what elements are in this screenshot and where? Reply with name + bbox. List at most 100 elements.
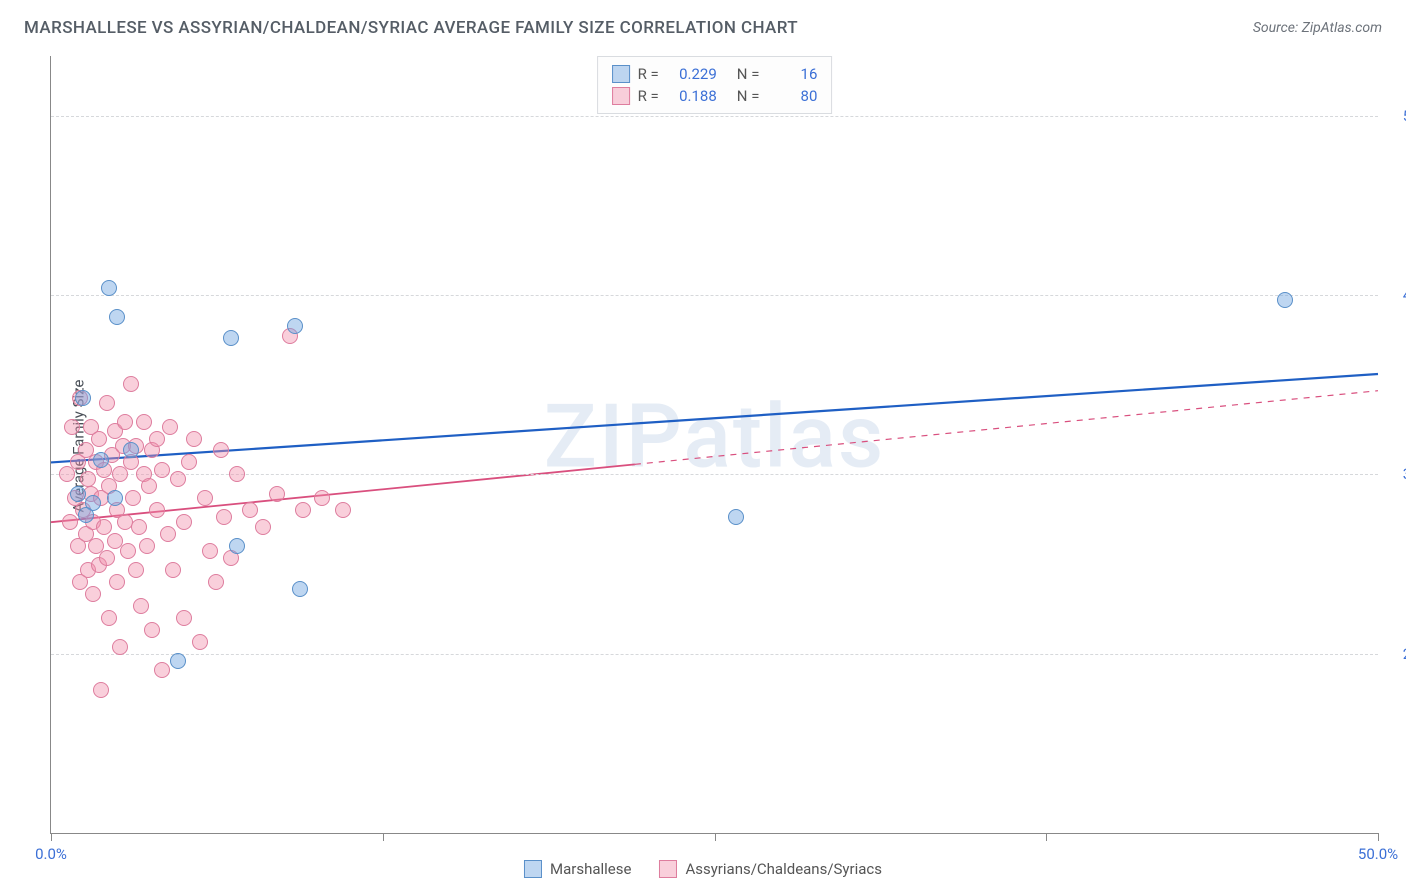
regression-lines-layer xyxy=(51,56,1378,833)
legend-item-blue: Marshallese xyxy=(524,860,631,878)
scatter-point-pink xyxy=(192,634,208,650)
scatter-point-pink xyxy=(176,514,192,530)
scatter-point-pink xyxy=(112,639,128,655)
scatter-point-pink xyxy=(269,486,285,502)
gridline-h xyxy=(51,116,1378,117)
scatter-point-blue xyxy=(93,452,109,468)
swatch-blue xyxy=(612,65,630,83)
scatter-point-blue xyxy=(170,653,186,669)
scatter-point-pink xyxy=(123,376,139,392)
scatter-point-pink xyxy=(62,514,78,530)
scatter-point-pink xyxy=(136,414,152,430)
y-tick-label: 3.50 xyxy=(1384,465,1406,483)
x-tick-label: 0.0% xyxy=(35,845,67,863)
scatter-point-pink xyxy=(96,519,112,535)
regression-line-pink-extrapolated xyxy=(635,391,1378,465)
scatter-point-blue xyxy=(287,318,303,334)
scatter-point-pink xyxy=(197,490,213,506)
scatter-point-pink xyxy=(202,543,218,559)
scatter-point-pink xyxy=(91,431,107,447)
x-tick xyxy=(383,833,384,841)
x-tick xyxy=(715,833,716,841)
gridline-h xyxy=(51,474,1378,475)
scatter-point-pink xyxy=(101,610,117,626)
scatter-point-blue xyxy=(107,490,123,506)
scatter-point-pink xyxy=(314,490,330,506)
scatter-point-pink xyxy=(255,519,271,535)
scatter-point-pink xyxy=(99,395,115,411)
scatter-point-blue xyxy=(78,507,94,523)
scatter-point-pink xyxy=(208,574,224,590)
gridline-h xyxy=(51,295,1378,296)
scatter-point-pink xyxy=(162,419,178,435)
x-tick xyxy=(51,833,52,841)
scatter-point-pink xyxy=(125,490,141,506)
scatter-point-pink xyxy=(141,478,157,494)
legend-label-blue: Marshallese xyxy=(550,860,631,878)
scatter-point-pink xyxy=(120,543,136,559)
watermark-text: ZIPatlas xyxy=(544,385,886,488)
n-value-blue: 16 xyxy=(767,65,817,83)
y-tick-label: 2.75 xyxy=(1384,645,1406,663)
scatter-point-pink xyxy=(176,610,192,626)
scatter-point-pink xyxy=(154,662,170,678)
x-tick xyxy=(1046,833,1047,841)
scatter-point-pink xyxy=(85,586,101,602)
source-credit: Source: ZipAtlas.com xyxy=(1253,20,1382,36)
scatter-point-pink xyxy=(139,538,155,554)
scatter-point-pink xyxy=(229,466,245,482)
scatter-point-pink xyxy=(165,562,181,578)
scatter-point-pink xyxy=(335,502,351,518)
scatter-point-pink xyxy=(117,414,133,430)
scatter-point-pink xyxy=(149,502,165,518)
scatter-point-pink xyxy=(213,442,229,458)
chart-title: MARSHALLESE VS ASSYRIAN/CHALDEAN/SYRIAC … xyxy=(24,18,798,38)
series-legend: Marshallese Assyrians/Chaldeans/Syriacs xyxy=(524,860,882,878)
r-value-blue: 0.229 xyxy=(667,65,717,83)
scatter-point-blue xyxy=(229,538,245,554)
scatter-point-pink xyxy=(93,682,109,698)
scatter-point-pink xyxy=(64,419,80,435)
r-label: R = xyxy=(638,87,659,105)
swatch-pink xyxy=(612,87,630,105)
scatter-point-pink xyxy=(154,462,170,478)
regression-line-blue xyxy=(51,374,1378,462)
stats-row-blue: R = 0.229 N = 16 xyxy=(612,63,818,85)
y-tick-label: 4.25 xyxy=(1384,286,1406,304)
scatter-point-blue xyxy=(223,330,239,346)
r-value-pink: 0.188 xyxy=(667,87,717,105)
r-label: R = xyxy=(638,65,659,83)
legend-label-pink: Assyrians/Chaldeans/Syriacs xyxy=(685,860,882,878)
gridline-h xyxy=(51,654,1378,655)
scatter-point-blue xyxy=(123,442,139,458)
correlation-stats-box: R = 0.229 N = 16 R = 0.188 N = 80 xyxy=(597,56,833,114)
scatter-point-blue xyxy=(70,486,86,502)
scatter-point-blue xyxy=(292,581,308,597)
n-value-pink: 80 xyxy=(767,87,817,105)
scatter-point-pink xyxy=(181,454,197,470)
scatter-point-pink xyxy=(131,519,147,535)
stats-row-pink: R = 0.188 N = 80 xyxy=(612,85,818,107)
scatter-point-pink xyxy=(186,431,202,447)
legend-item-pink: Assyrians/Chaldeans/Syriacs xyxy=(659,860,882,878)
scatter-point-pink xyxy=(216,509,232,525)
scatter-point-blue xyxy=(101,280,117,296)
chart-plot-area: ZIPatlas R = 0.229 N = 16 R = 0.188 N = … xyxy=(50,56,1378,834)
scatter-point-pink xyxy=(144,622,160,638)
scatter-point-pink xyxy=(109,574,125,590)
swatch-pink xyxy=(659,860,677,878)
scatter-point-blue xyxy=(75,390,91,406)
scatter-point-pink xyxy=(295,502,311,518)
y-tick-label: 5.00 xyxy=(1384,107,1406,125)
scatter-point-pink xyxy=(149,431,165,447)
n-label: N = xyxy=(737,87,760,105)
swatch-blue xyxy=(524,860,542,878)
scatter-point-pink xyxy=(99,550,115,566)
n-label: N = xyxy=(737,65,760,83)
scatter-point-pink xyxy=(128,562,144,578)
x-tick-label: 50.0% xyxy=(1358,845,1398,863)
scatter-point-blue xyxy=(728,509,744,525)
scatter-point-pink xyxy=(160,526,176,542)
x-tick xyxy=(1378,833,1379,841)
scatter-point-pink xyxy=(133,598,149,614)
